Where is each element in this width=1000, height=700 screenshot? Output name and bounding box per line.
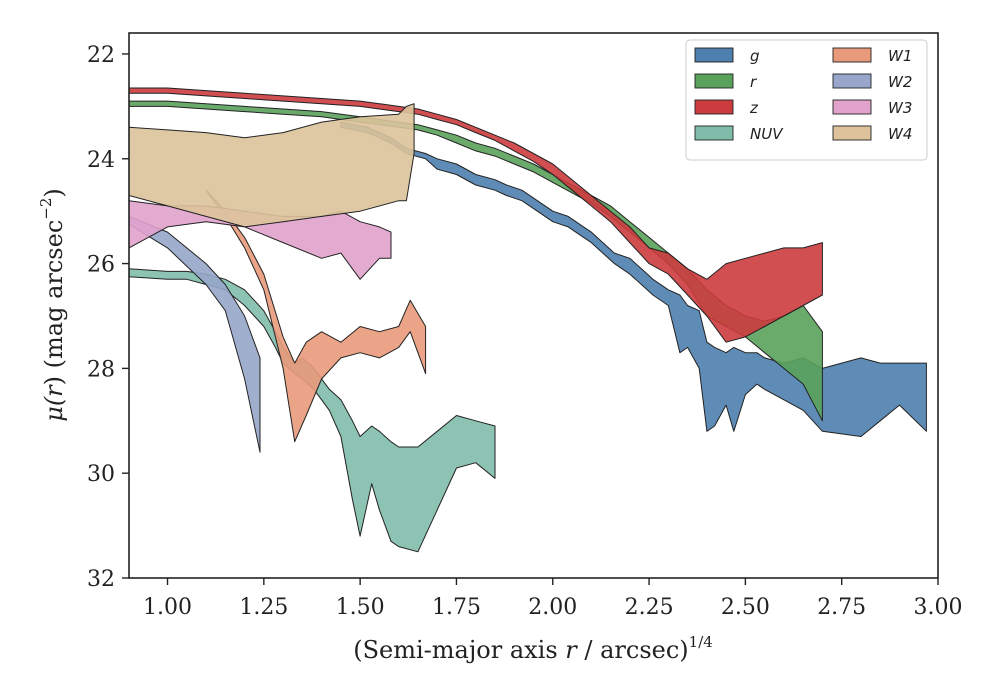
x-tick-label: 3.00 [914,595,963,620]
series-area-nuv [129,268,496,553]
x-tick-label: 2.50 [721,595,770,620]
y-tick-label: 26 [87,253,115,278]
x-tick-label: 2.00 [528,595,577,620]
x-axis: 1.00 1.25 1.50 1.75 2.00 2.25 2.50 2.75 3.00 [143,578,962,620]
series-areas [129,87,927,553]
plot-frame [128,32,939,579]
y-tick-label: 32 [87,567,115,592]
legend-swatch-z [694,99,734,115]
x-tick-label: 2.25 [625,595,674,620]
legend-swatch-g [694,47,734,63]
series-area-g [340,121,927,437]
series-area-w4 [129,103,415,228]
y-tick-label: 30 [87,462,115,487]
y-tick-label: 28 [87,357,115,382]
series-area-r [129,100,823,422]
y-axis-label: μ(r) (mag arcsec−2) [37,188,68,422]
x-tick-label: 1.25 [239,595,288,620]
legend-label-g: g [750,47,760,65]
legend-swatch-w3 [832,99,872,115]
legend-label-nuv: NUV [750,125,784,143]
legend-label-w1: W1 [888,47,912,65]
x-tick-label: 1.75 [432,595,481,620]
legend-label-r: r [750,73,757,91]
legend: grz NUV W1 W2 W3 W4 [685,39,928,161]
legend-swatch-w4 [832,125,872,141]
y-tick-label: 24 [87,148,115,173]
x-tick-label: 1.50 [336,595,385,620]
legend-swatch-r [694,73,734,89]
legend-label-w3: W3 [888,99,912,117]
x-tick-label: 2.75 [817,595,866,620]
legend-label-w2: W2 [888,73,912,91]
x-tick-label: 1.00 [143,595,192,620]
series-area-w2 [129,215,261,453]
y-tick-label: 22 [87,43,115,68]
legend-label-w4: W4 [888,125,912,143]
series-area-z [129,87,823,343]
legend-swatch-nuv [694,125,734,141]
legend-label-z: z [749,99,759,117]
legend-swatch-w2 [832,73,872,89]
x-axis-label: (Semi-major axis r / arcsec)1/4 [353,633,713,664]
y-axis: 22 24 26 28 30 32 [87,43,129,592]
legend-swatch-w1 [832,47,872,63]
